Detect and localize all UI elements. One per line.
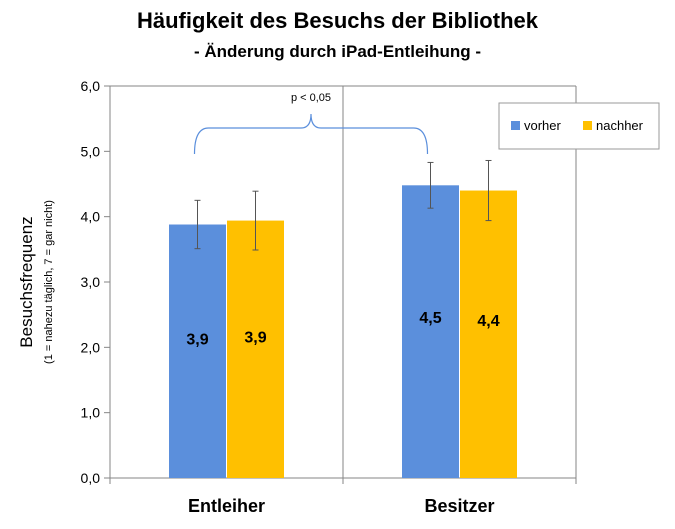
bar-vorher xyxy=(169,224,226,478)
legend-label-nachher: nachher xyxy=(596,118,644,133)
significance-brace xyxy=(193,113,429,155)
chart-subtitle: - Änderung durch iPad-Entleihung - xyxy=(193,42,482,61)
y-tick-label: 1,0 xyxy=(81,405,101,421)
y-tick-label: 4,0 xyxy=(81,209,101,225)
legend-label-vorher: vorher xyxy=(524,118,562,133)
y-tick-label: 5,0 xyxy=(81,143,101,159)
chart-title: Häufigkeit des Besuchs der Bibliothek xyxy=(137,8,538,33)
bar-nachher xyxy=(460,190,517,479)
y-axis-subtitle: (1 = nahezu täglich, 7 = gar nicht) xyxy=(43,200,55,364)
data-label: 4,4 xyxy=(477,313,499,330)
data-label: 3,9 xyxy=(244,329,266,346)
legend-box xyxy=(498,102,660,150)
bar-nachher xyxy=(227,220,284,478)
significance-annotation: p < 0,05 xyxy=(291,92,331,104)
y-axis-title: Besuchsfrequenz xyxy=(17,216,36,347)
x-category-label: Besitzer xyxy=(424,496,494,516)
data-label: 3,9 xyxy=(186,332,208,349)
legend-swatch-vorher xyxy=(511,121,520,130)
data-label: 4,5 xyxy=(419,310,441,327)
x-category-label: Entleiher xyxy=(188,496,265,516)
y-tick-label: 0,0 xyxy=(81,470,101,486)
legend-swatch-nachher xyxy=(583,121,592,130)
y-tick-label: 6,0 xyxy=(81,78,101,94)
y-tick-label: 2,0 xyxy=(81,339,101,355)
y-tick-label: 3,0 xyxy=(81,274,101,290)
bar-vorher xyxy=(402,185,459,478)
